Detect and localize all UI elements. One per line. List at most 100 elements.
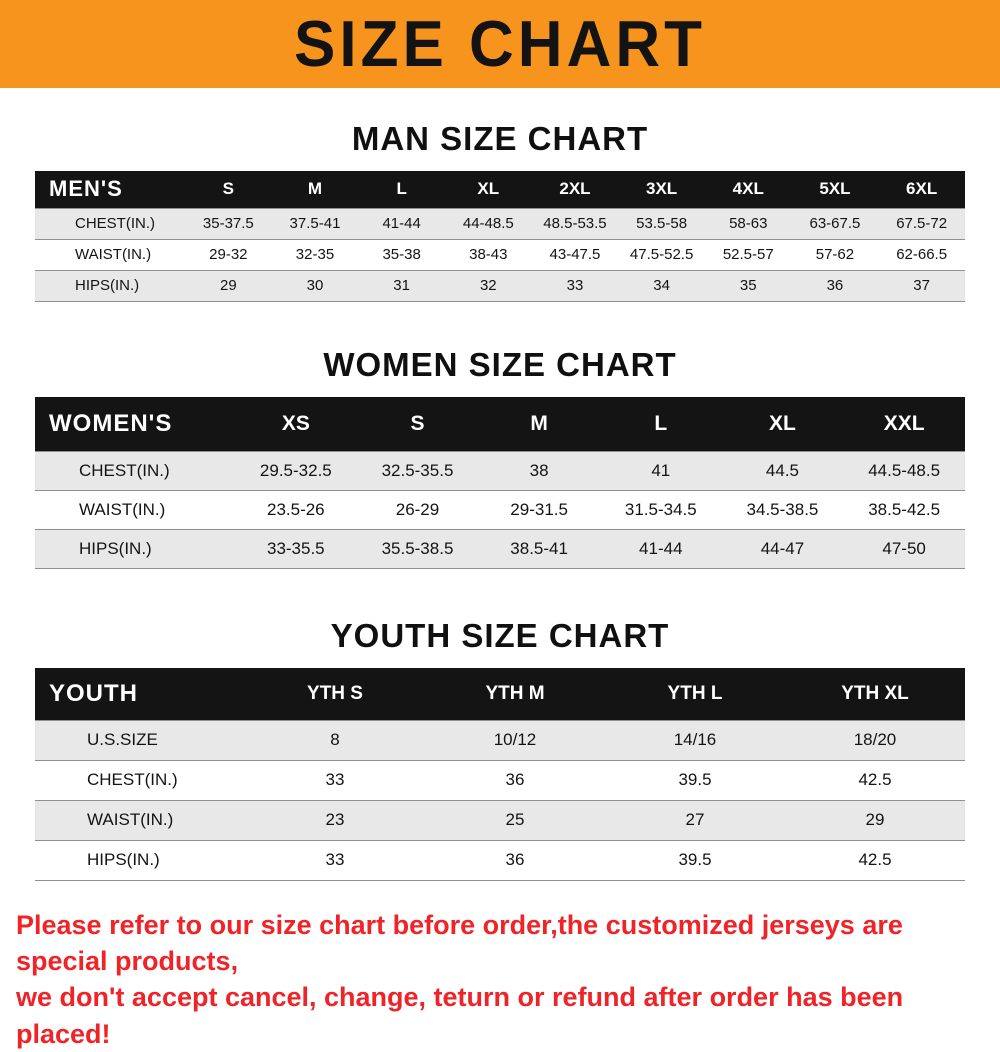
size-column-header: 6XL <box>878 171 965 208</box>
size-value-cell: 38 <box>478 452 600 491</box>
size-value-cell: 25 <box>425 800 605 840</box>
size-value-cell: 27 <box>605 800 785 840</box>
size-column-header: XS <box>235 397 357 452</box>
size-value-cell: 44.5 <box>722 452 844 491</box>
size-value-cell: 38-43 <box>445 239 532 270</box>
size-column-header: S <box>357 397 479 452</box>
size-value-cell: 32-35 <box>272 239 359 270</box>
size-value-cell: 41-44 <box>358 208 445 239</box>
footer-note: Please refer to our size chart before or… <box>16 907 1000 1052</box>
size-value-cell: 32 <box>445 270 532 301</box>
size-value-cell: 14/16 <box>605 720 785 760</box>
size-value-cell: 31 <box>358 270 445 301</box>
size-value-cell: 30 <box>272 270 359 301</box>
size-value-cell: 47.5-52.5 <box>618 239 705 270</box>
size-value-cell: 38.5-42.5 <box>843 491 965 530</box>
table-title-cell: MEN'S <box>35 171 185 208</box>
size-column-header: XL <box>445 171 532 208</box>
measurement-label-cell: CHEST(IN.) <box>35 452 235 491</box>
size-value-cell: 39.5 <box>605 840 785 880</box>
size-value-cell: 29 <box>185 270 272 301</box>
size-column-header: L <box>600 397 722 452</box>
size-value-cell: 36 <box>425 760 605 800</box>
size-value-cell: 34 <box>618 270 705 301</box>
measurement-label-cell: HIPS(IN.) <box>35 270 185 301</box>
size-value-cell: 44-47 <box>722 530 844 569</box>
size-column-header: YTH S <box>245 668 425 720</box>
size-value-cell: 48.5-53.5 <box>532 208 619 239</box>
size-value-cell: 18/20 <box>785 720 965 760</box>
size-value-cell: 35 <box>705 270 792 301</box>
footer-line-1: Please refer to our size chart before or… <box>16 907 1000 980</box>
size-value-cell: 67.5-72 <box>878 208 965 239</box>
banner: SIZE CHART <box>0 0 1000 88</box>
youth-section-heading: YOUTH SIZE CHART <box>0 617 1000 655</box>
size-value-cell: 33-35.5 <box>235 530 357 569</box>
size-value-cell: 32.5-35.5 <box>357 452 479 491</box>
table-title-cell: YOUTH <box>35 668 245 720</box>
size-column-header: L <box>358 171 445 208</box>
size-value-cell: 35.5-38.5 <box>357 530 479 569</box>
size-value-cell: 41-44 <box>600 530 722 569</box>
size-column-header: 3XL <box>618 171 705 208</box>
size-value-cell: 42.5 <box>785 760 965 800</box>
size-value-cell: 58-63 <box>705 208 792 239</box>
size-value-cell: 57-62 <box>792 239 879 270</box>
size-value-cell: 52.5-57 <box>705 239 792 270</box>
size-value-cell: 47-50 <box>843 530 965 569</box>
size-value-cell: 38.5-41 <box>478 530 600 569</box>
size-value-cell: 29-31.5 <box>478 491 600 530</box>
size-value-cell: 8 <box>245 720 425 760</box>
size-value-cell: 26-29 <box>357 491 479 530</box>
size-column-header: S <box>185 171 272 208</box>
size-value-cell: 33 <box>245 840 425 880</box>
size-value-cell: 29.5-32.5 <box>235 452 357 491</box>
size-column-header: YTH XL <box>785 668 965 720</box>
footer-line-2: we don't accept cancel, change, teturn o… <box>16 979 1000 1052</box>
size-column-header: 5XL <box>792 171 879 208</box>
size-value-cell: 33 <box>245 760 425 800</box>
size-value-cell: 44.5-48.5 <box>843 452 965 491</box>
size-column-header: M <box>272 171 359 208</box>
size-value-cell: 36 <box>792 270 879 301</box>
size-value-cell: 23 <box>245 800 425 840</box>
measurement-label-cell: HIPS(IN.) <box>35 530 235 569</box>
measurement-label-cell: U.S.SIZE <box>35 720 245 760</box>
size-column-header: YTH L <box>605 668 785 720</box>
measurement-label-cell: CHEST(IN.) <box>35 208 185 239</box>
size-value-cell: 23.5-26 <box>235 491 357 530</box>
size-column-header: 2XL <box>532 171 619 208</box>
size-value-cell: 29-32 <box>185 239 272 270</box>
size-value-cell: 35-37.5 <box>185 208 272 239</box>
measurement-label-cell: WAIST(IN.) <box>35 800 245 840</box>
size-value-cell: 39.5 <box>605 760 785 800</box>
size-value-cell: 36 <box>425 840 605 880</box>
size-value-cell: 43-47.5 <box>532 239 619 270</box>
size-column-header: XXL <box>843 397 965 452</box>
size-value-cell: 33 <box>532 270 619 301</box>
size-value-cell: 31.5-34.5 <box>600 491 722 530</box>
table-title-cell: WOMEN'S <box>35 397 235 452</box>
size-value-cell: 63-67.5 <box>792 208 879 239</box>
size-column-header: 4XL <box>705 171 792 208</box>
size-value-cell: 53.5-58 <box>618 208 705 239</box>
size-value-cell: 41 <box>600 452 722 491</box>
